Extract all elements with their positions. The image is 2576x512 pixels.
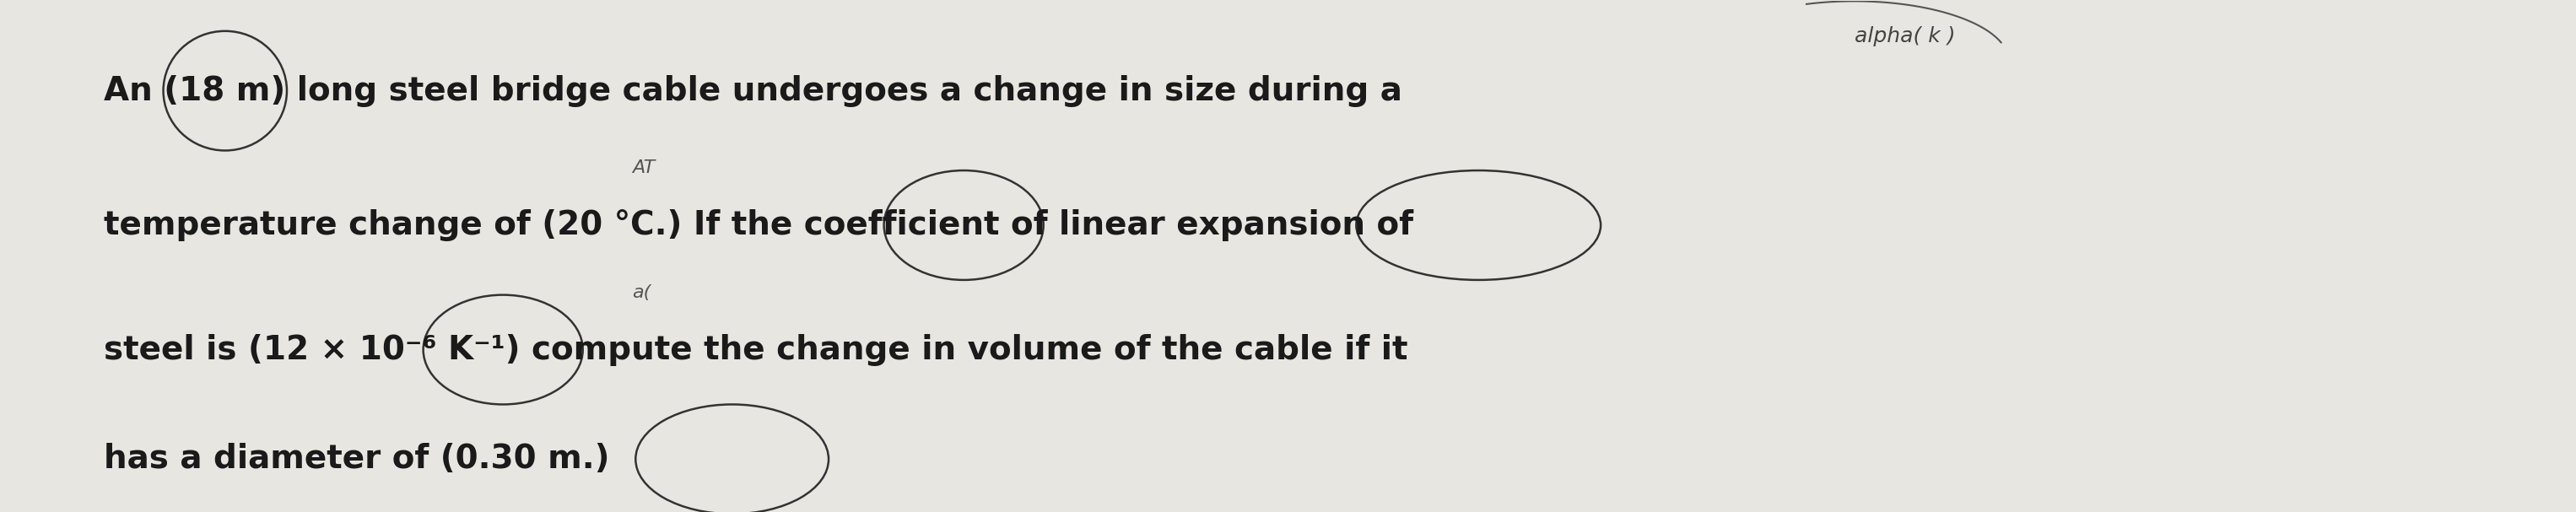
Text: a(: a( (631, 284, 652, 301)
Text: An (18 m) long steel bridge cable undergoes a change in size during a: An (18 m) long steel bridge cable underg… (103, 75, 1401, 107)
Text: alpha( k ): alpha( k ) (1855, 26, 1955, 46)
Text: has a diameter of (0.30 m.): has a diameter of (0.30 m.) (103, 443, 611, 475)
Text: temperature change of (20 °C.) If the coefficient of linear expansion of: temperature change of (20 °C.) If the co… (103, 209, 1414, 241)
Text: steel is (12 × 10⁻⁶ K⁻¹) compute the change in volume of the cable if it: steel is (12 × 10⁻⁶ K⁻¹) compute the cha… (103, 334, 1409, 366)
Text: AT: AT (631, 160, 654, 176)
